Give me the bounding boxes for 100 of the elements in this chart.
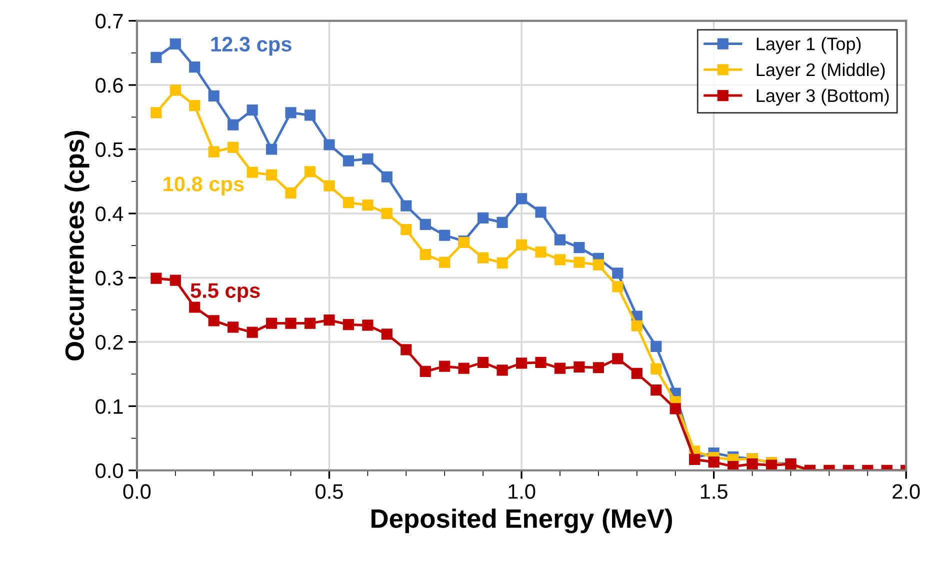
point <box>420 249 431 260</box>
x-tick-label: 0.0 <box>123 484 151 499</box>
y-tick-label: 0.3 <box>96 270 123 286</box>
point <box>535 206 546 218</box>
legend-label: Layer 1 (Top) <box>756 37 861 54</box>
point <box>170 274 181 286</box>
point <box>650 363 662 374</box>
point <box>285 107 296 118</box>
point <box>246 104 258 116</box>
point <box>439 230 450 241</box>
y-tick-label: 0.1 <box>96 399 123 414</box>
point <box>592 362 604 374</box>
point <box>304 166 316 178</box>
point <box>650 340 662 352</box>
point <box>650 384 662 396</box>
point <box>708 456 720 468</box>
point <box>150 107 162 118</box>
x-tick-label: 1.5 <box>700 484 728 499</box>
point <box>420 366 431 378</box>
point <box>766 460 778 470</box>
point <box>478 356 489 368</box>
y-tick-label: 0.4 <box>96 206 124 222</box>
point <box>228 119 239 130</box>
point <box>266 318 278 329</box>
point <box>266 169 278 180</box>
x-tick-label: 2.0 <box>892 484 920 499</box>
point <box>554 234 566 246</box>
point <box>535 246 546 258</box>
y-tick-label: 0.5 <box>96 142 123 158</box>
point <box>439 256 450 268</box>
point <box>400 344 412 356</box>
y-tick-label: 0.6 <box>96 78 123 93</box>
annotation: 5.5 cps <box>190 283 260 302</box>
point <box>342 155 354 166</box>
point <box>246 166 258 178</box>
point <box>208 315 220 326</box>
point <box>631 320 642 332</box>
point <box>170 84 181 96</box>
point <box>150 52 162 63</box>
point <box>324 314 335 326</box>
point <box>189 100 200 112</box>
point <box>362 153 374 164</box>
point <box>400 224 412 236</box>
annotation: 10.8 cps <box>164 176 244 196</box>
point <box>746 458 758 470</box>
point <box>400 200 412 212</box>
point <box>342 197 354 208</box>
point <box>535 356 546 368</box>
point <box>304 110 316 121</box>
x-tick-label: 1.0 <box>508 484 536 499</box>
point <box>228 322 239 333</box>
point <box>631 368 642 379</box>
point <box>516 239 528 251</box>
point <box>574 256 585 268</box>
point <box>496 364 508 376</box>
point <box>208 90 220 102</box>
point <box>420 218 431 230</box>
point <box>170 38 181 50</box>
point <box>727 460 739 470</box>
point <box>516 358 528 369</box>
y-tick-label: 0.2 <box>96 334 123 350</box>
point <box>439 360 450 372</box>
point <box>150 272 162 284</box>
y-tick-label: 0.7 <box>96 14 123 29</box>
point <box>285 318 296 329</box>
point <box>574 242 585 254</box>
point <box>324 180 335 192</box>
y-axis-title: Occurrences (cps) <box>64 131 90 360</box>
point <box>478 212 489 224</box>
point <box>304 318 316 329</box>
point <box>266 144 278 155</box>
point <box>208 146 220 158</box>
annotation: 12.3 cps <box>211 36 292 56</box>
point <box>574 361 585 373</box>
legend-label: Layer 3 (Bottom) <box>756 88 889 106</box>
x-axis-title: Deposited Energy (MeV) <box>372 508 672 534</box>
point <box>516 193 528 204</box>
point <box>381 171 392 182</box>
point <box>670 403 681 414</box>
point <box>246 326 258 338</box>
x-tick-label: 0.5 <box>316 484 343 499</box>
point <box>342 319 354 330</box>
y-tick-label: 0.0 <box>96 463 123 478</box>
point <box>285 187 296 198</box>
point <box>478 252 489 264</box>
point <box>612 353 624 364</box>
point <box>362 320 374 331</box>
point <box>381 208 392 220</box>
point <box>381 328 392 340</box>
point <box>228 142 239 153</box>
point <box>189 302 200 313</box>
point <box>189 61 200 73</box>
point <box>496 216 508 228</box>
point <box>592 259 604 270</box>
point <box>612 281 624 292</box>
point <box>324 139 335 150</box>
legend-label: Layer 2 (Middle) <box>756 62 885 80</box>
point <box>458 362 470 374</box>
point <box>496 257 508 268</box>
point <box>362 200 374 211</box>
